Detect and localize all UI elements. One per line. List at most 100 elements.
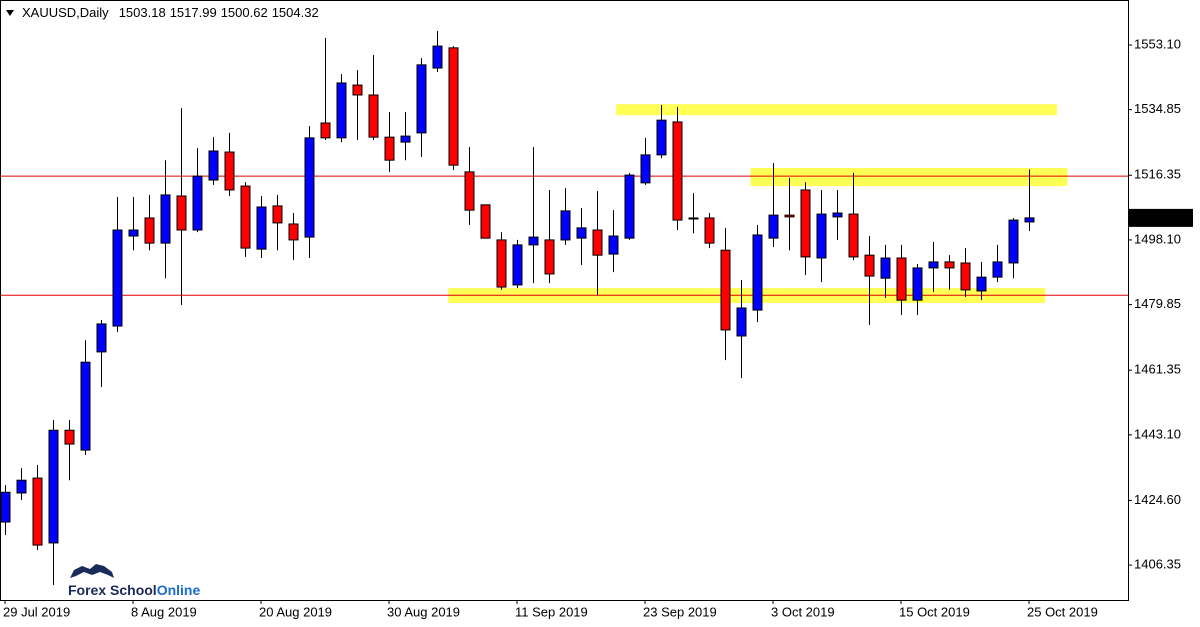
candle-body xyxy=(448,47,459,166)
candle-body xyxy=(480,204,491,239)
y-tick-label: 1479.85 xyxy=(1134,296,1181,311)
candle-body xyxy=(560,210,571,241)
y-tick-label: 1406.35 xyxy=(1134,557,1181,572)
y-tick-label: 1498.10 xyxy=(1134,231,1181,246)
x-tick-label: 29 Jul 2019 xyxy=(3,604,70,619)
symbol: XAUUSD,Daily xyxy=(22,5,109,20)
logo-text: Forex School xyxy=(68,582,157,598)
x-tick-label: 15 Oct 2019 xyxy=(899,604,970,619)
candle-body xyxy=(400,135,411,143)
logo-text: Online xyxy=(157,582,201,598)
candle-body xyxy=(128,229,139,237)
price-box xyxy=(1129,208,1193,227)
logo-icon xyxy=(70,564,114,578)
candle-body xyxy=(144,217,155,244)
candle-body xyxy=(992,261,1003,278)
x-tick-label: 11 Sep 2019 xyxy=(515,604,588,619)
candle-body xyxy=(960,262,971,291)
y-tick-label: 1534.85 xyxy=(1134,101,1181,116)
candle-body xyxy=(736,307,747,337)
candle-body xyxy=(848,213,859,258)
candle-body xyxy=(288,223,299,241)
y-tick-label: 1461.35 xyxy=(1134,362,1181,377)
candle-body xyxy=(896,257,907,301)
x-tick-label: 30 Aug 2019 xyxy=(387,604,460,619)
zone xyxy=(616,104,1057,116)
candle-body xyxy=(656,119,667,156)
candle-body xyxy=(800,189,811,258)
candle-body xyxy=(336,82,347,139)
header: XAUUSD,Daily 1503.18 1517.99 1500.62 1504.32 xyxy=(22,5,319,20)
candle-body xyxy=(928,261,939,269)
header-high: 1517.99 xyxy=(170,5,217,20)
candle-body xyxy=(256,206,267,250)
header-close: 1504.32 xyxy=(272,5,319,20)
candle-body xyxy=(192,175,203,231)
candles xyxy=(0,30,1035,586)
horizontal-lines xyxy=(1,175,1128,296)
plot-frame xyxy=(0,0,1129,601)
svg-text:Forex SchoolOnline: Forex SchoolOnline xyxy=(68,582,200,598)
header-low: 1500.62 xyxy=(221,5,268,20)
y-tick-label: 1424.60 xyxy=(1134,492,1181,507)
candle-body xyxy=(528,236,539,246)
candle-body xyxy=(208,150,219,181)
candle-body xyxy=(320,122,331,139)
candle-body xyxy=(304,137,315,238)
candle-body xyxy=(592,229,603,256)
candle-body xyxy=(768,214,779,239)
candle-body xyxy=(384,136,395,161)
header-open: 1503.18 xyxy=(119,5,166,20)
candle-body xyxy=(240,185,251,249)
candle-body xyxy=(1008,219,1019,264)
candle-body xyxy=(160,194,171,244)
x-tick-label: 23 Sep 2019 xyxy=(643,604,717,619)
candle-body xyxy=(0,491,11,523)
y-tick-label: 1516.35 xyxy=(1134,167,1181,182)
zone xyxy=(750,167,1068,187)
candle-body xyxy=(368,94,379,138)
candle-body xyxy=(416,64,427,134)
candle-body xyxy=(544,239,555,275)
candle-body xyxy=(640,154,651,184)
menu-triangle xyxy=(6,10,14,16)
candle-body xyxy=(976,276,987,292)
candle-body xyxy=(176,195,187,231)
candle-body xyxy=(608,235,619,255)
candle-body xyxy=(576,227,587,239)
candle-body xyxy=(704,217,715,244)
candle-body xyxy=(112,229,123,327)
candle-body xyxy=(512,244,523,286)
candle-body xyxy=(752,234,763,311)
candle-body xyxy=(352,84,363,96)
candle-body xyxy=(1024,217,1035,223)
candle-body xyxy=(272,205,283,224)
candle-body xyxy=(64,429,75,445)
candle-body xyxy=(784,214,795,218)
candle-body xyxy=(464,171,475,211)
candle-body xyxy=(624,174,635,239)
candle-body xyxy=(496,239,507,288)
y-tick-label: 1553.10 xyxy=(1134,36,1181,51)
candle-body xyxy=(864,254,875,277)
candle-body xyxy=(688,217,699,220)
candle-body xyxy=(816,213,827,259)
candle-body xyxy=(432,45,443,69)
x-tick-label: 20 Aug 2019 xyxy=(259,604,332,619)
x-tick-label: 3 Oct 2019 xyxy=(771,604,835,619)
x-tick-label: 25 Oct 2019 xyxy=(1027,604,1098,619)
candle-body xyxy=(32,477,43,546)
candle-body xyxy=(96,323,107,353)
candle-body xyxy=(16,479,27,494)
candle-body xyxy=(720,249,731,331)
price-label: 1504.32 xyxy=(1134,210,1181,225)
candle-body xyxy=(224,151,235,191)
candle-body xyxy=(672,121,683,221)
candle-body xyxy=(912,267,923,301)
candle-body xyxy=(48,429,59,544)
candle-body xyxy=(944,261,955,269)
logo: Forex SchoolOnline xyxy=(68,564,200,598)
candle-body xyxy=(880,257,891,279)
y-tick-label: 1443.10 xyxy=(1134,426,1181,441)
